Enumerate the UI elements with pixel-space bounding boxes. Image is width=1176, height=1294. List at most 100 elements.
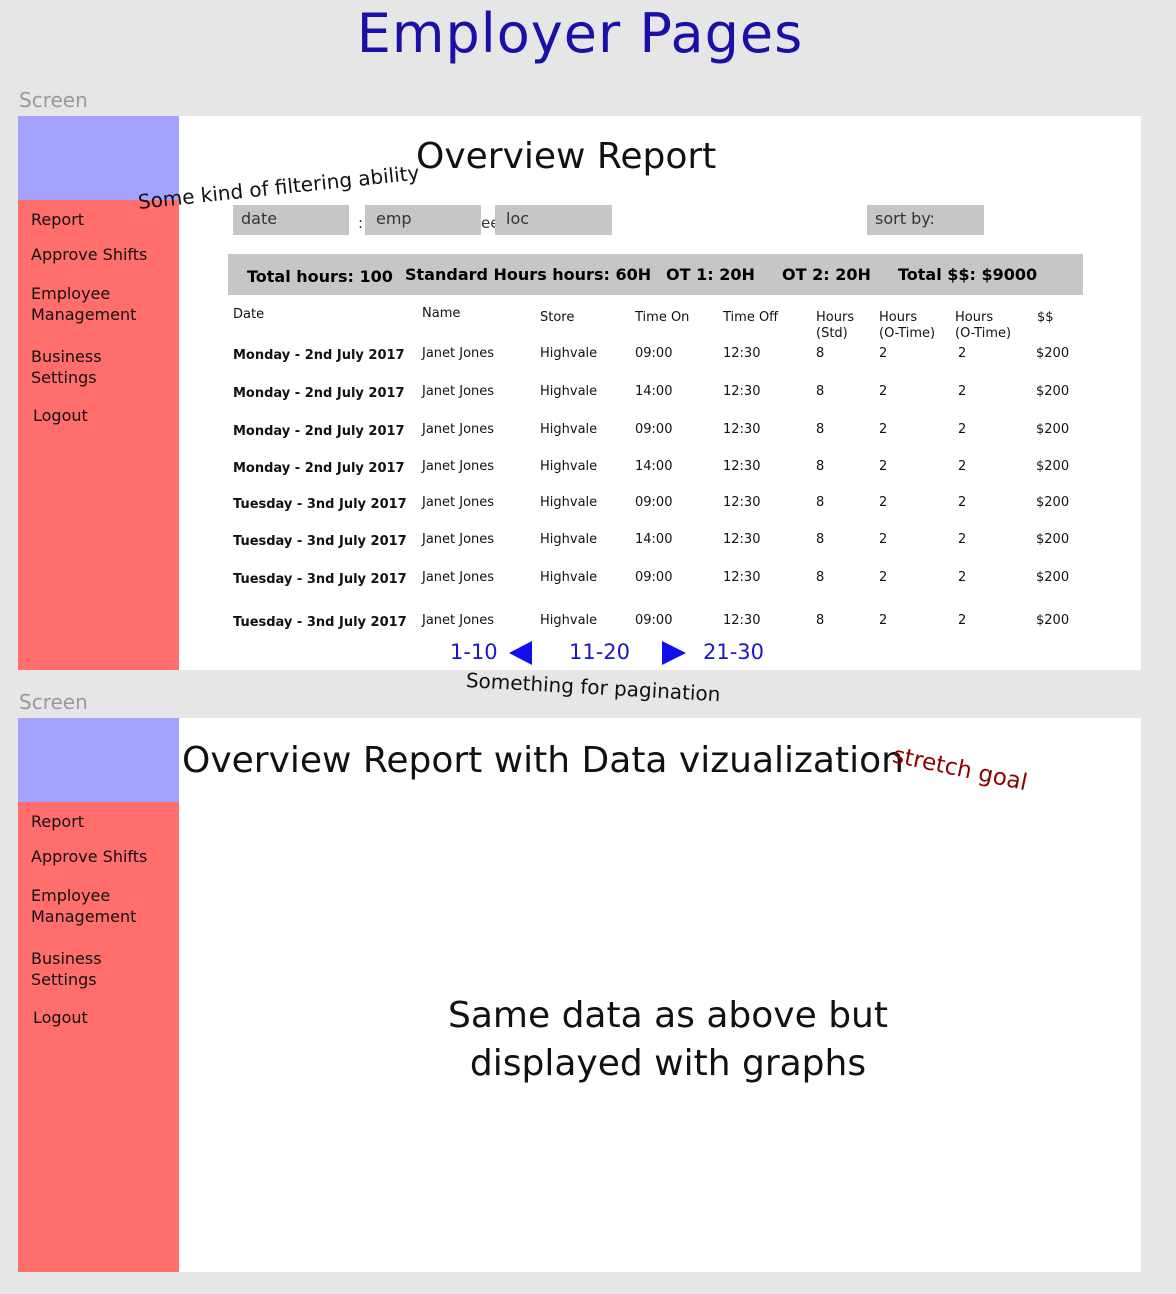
pagination-next-range[interactable]: 21-30 xyxy=(703,640,765,664)
cell-store: Highvale xyxy=(540,346,598,361)
cell-on: 09:00 xyxy=(635,422,673,437)
cell-date: Monday - 2nd July 2017 xyxy=(233,461,405,476)
cell-date: Tuesday - 3nd July 2017 xyxy=(233,615,407,630)
cell-off: 12:30 xyxy=(723,570,761,585)
employee-filter[interactable]: emp xyxy=(365,205,481,235)
cell-name: Janet Jones xyxy=(422,495,495,510)
cell-ot1: 2 xyxy=(879,384,888,399)
nav-employee-management[interactable]: Employee Management xyxy=(31,283,136,325)
cell-name: Janet Jones xyxy=(422,459,495,474)
nav-business-settings[interactable]: Business Settings xyxy=(31,948,102,990)
standard-hours: Standard Hours hours: 60H xyxy=(405,265,652,284)
cell-std: 8 xyxy=(816,570,825,585)
nav-label-line: Management xyxy=(31,907,137,926)
cell-std: 8 xyxy=(816,613,825,628)
cell-store: Highvale xyxy=(540,532,598,547)
cell-ot1: 2 xyxy=(879,495,888,510)
nav-label-line: Business xyxy=(31,347,102,366)
cell-on: 14:00 xyxy=(635,459,673,474)
cell-ot2: 2 xyxy=(958,459,967,474)
cell-money: $200 xyxy=(1036,613,1070,628)
header-hours-std: Hours (Std) xyxy=(816,310,854,342)
nav-label-line: Employee xyxy=(31,886,111,905)
cell-on: 09:00 xyxy=(635,495,673,510)
nav-label-line: Employee xyxy=(31,284,111,303)
nav-employee-management[interactable]: Employee Management xyxy=(31,885,136,927)
cell-std: 8 xyxy=(816,346,825,361)
nav-business-settings[interactable]: Business Settings xyxy=(31,346,102,388)
cell-ot1: 2 xyxy=(879,346,888,361)
report-title: Overview Report with Data vizualization xyxy=(182,740,904,781)
cell-off: 12:30 xyxy=(723,384,761,399)
cell-ot2: 2 xyxy=(958,422,967,437)
next-arrow-icon[interactable] xyxy=(661,640,687,666)
cell-std: 8 xyxy=(816,495,825,510)
header-line: (O-Time) xyxy=(955,326,1012,341)
nav-report[interactable]: Report xyxy=(31,812,85,831)
filter-text-fragment: ee xyxy=(481,214,500,232)
nav-report[interactable]: Report xyxy=(31,210,85,229)
cell-off: 12:30 xyxy=(723,422,761,437)
pagination-prev-range[interactable]: 1-10 xyxy=(450,640,498,664)
cell-name: Janet Jones xyxy=(422,384,495,399)
cell-money: $200 xyxy=(1036,532,1070,547)
header-line: Hours xyxy=(955,310,994,325)
prev-arrow-icon[interactable] xyxy=(508,640,534,666)
cell-std: 8 xyxy=(816,459,825,474)
location-filter[interactable]: loc xyxy=(495,205,612,235)
cell-ot2: 2 xyxy=(958,532,967,547)
logo-placeholder xyxy=(18,718,179,802)
nav-label-line: Settings xyxy=(31,368,97,387)
nav-label-line: Management xyxy=(31,305,137,324)
screen-data-visualization: Report Approve Shifts Employee Managemen… xyxy=(18,718,1141,1272)
total-money: Total $$: $9000 xyxy=(898,265,1038,284)
header-line: (Std) xyxy=(816,326,848,341)
cell-money: $200 xyxy=(1036,346,1070,361)
cell-ot2: 2 xyxy=(958,495,967,510)
cell-ot1: 2 xyxy=(879,532,888,547)
summary-bar: Total hours: 100 Standard Hours hours: 6… xyxy=(228,254,1083,295)
cell-store: Highvale xyxy=(540,570,598,585)
header-time-on: Time On xyxy=(635,310,690,325)
cell-money: $200 xyxy=(1036,570,1070,585)
header-store: Store xyxy=(540,310,575,325)
cell-on: 14:00 xyxy=(635,384,673,399)
cell-std: 8 xyxy=(816,422,825,437)
cell-date: Tuesday - 3nd July 2017 xyxy=(233,534,407,549)
ot2-hours: OT 2: 20H xyxy=(782,265,871,284)
header-line: Hours xyxy=(879,310,918,325)
cell-store: Highvale xyxy=(540,613,598,628)
pagination-current-range[interactable]: 11-20 xyxy=(569,640,631,664)
cell-ot1: 2 xyxy=(879,459,888,474)
cell-ot2: 2 xyxy=(958,613,967,628)
cell-store: Highvale xyxy=(540,384,598,399)
nav-logout[interactable]: Logout xyxy=(33,406,88,425)
cell-store: Highvale xyxy=(540,422,598,437)
logo-placeholder xyxy=(18,116,179,200)
cell-money: $200 xyxy=(1036,422,1070,437)
nav-approve-shifts[interactable]: Approve Shifts xyxy=(31,847,148,866)
sidebar: Report Approve Shifts Employee Managemen… xyxy=(18,200,179,670)
ot1-hours: OT 1: 20H xyxy=(666,265,755,284)
cell-name: Janet Jones xyxy=(422,570,495,585)
header-line: Hours xyxy=(816,310,855,325)
date-filter[interactable]: date xyxy=(233,205,349,235)
cell-store: Highvale xyxy=(540,495,598,510)
cell-ot1: 2 xyxy=(879,422,888,437)
cell-date: Monday - 2nd July 2017 xyxy=(233,424,405,439)
report-title: Overview Report xyxy=(416,136,717,177)
nav-approve-shifts[interactable]: Approve Shifts xyxy=(31,245,148,264)
cell-ot1: 2 xyxy=(879,570,888,585)
nav-logout[interactable]: Logout xyxy=(33,1008,88,1027)
cell-ot2: 2 xyxy=(958,346,967,361)
cell-name: Janet Jones xyxy=(422,613,495,628)
header-hours-ot2: Hours (O-Time) xyxy=(955,310,1011,342)
screen-overview-report: Report Approve Shifts Employee Managemen… xyxy=(18,116,1141,670)
cell-name: Janet Jones xyxy=(422,422,495,437)
placeholder-line: displayed with graphs xyxy=(469,1043,867,1084)
cell-name: Janet Jones xyxy=(422,346,495,361)
sort-by-select[interactable]: sort by: xyxy=(867,205,984,235)
cell-store: Highvale xyxy=(540,459,598,474)
header-hours-ot1: Hours (O-Time) xyxy=(879,310,935,342)
placeholder-text: Same data as above but displayed with gr… xyxy=(388,992,948,1088)
